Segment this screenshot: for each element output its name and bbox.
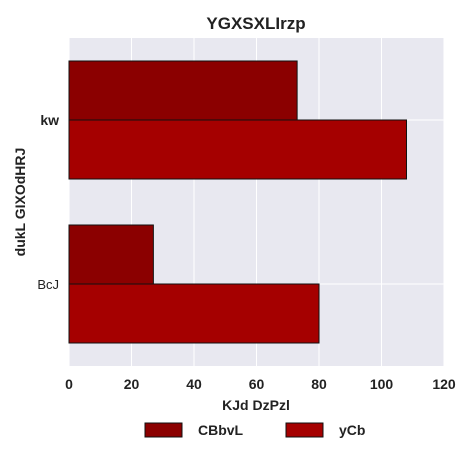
chart-title: YGXSXLIrzp [206,14,305,33]
x-tick-label-3: 60 [249,376,265,392]
x-axis-label: KJd DzPzl [222,397,290,413]
y-tick-label-1: BcJ [37,277,59,292]
y-tick-labels: kw BcJ [37,112,59,292]
bar-CBbvL-BcJ [68,224,154,285]
x-tick-labels: 0 20 40 60 80 100 120 [65,376,456,392]
x-tick-label-5: 100 [370,376,394,392]
x-tick-label-4: 80 [311,376,327,392]
x-tick-label-6: 120 [432,376,456,392]
legend-label-yCb: yCb [339,422,365,438]
x-tick-label-1: 20 [124,376,140,392]
x-tick-label-0: 0 [65,376,73,392]
y-axis-label: dukL GIXOdHRJ [12,148,28,257]
legend-label-CBbvL: CBbvL [198,422,244,438]
legend-swatch-yCb [285,422,324,438]
bar-yCb-BcJ [68,283,320,344]
legend: CBbvL yCb [144,422,365,438]
bar-yCb-kw [68,119,407,180]
legend-swatch-CBbvL [144,422,183,438]
x-tick-label-2: 40 [186,376,202,392]
y-tick-label-0: kw [40,112,59,128]
bar-CBbvL-kw [68,60,298,121]
bars [68,60,407,344]
